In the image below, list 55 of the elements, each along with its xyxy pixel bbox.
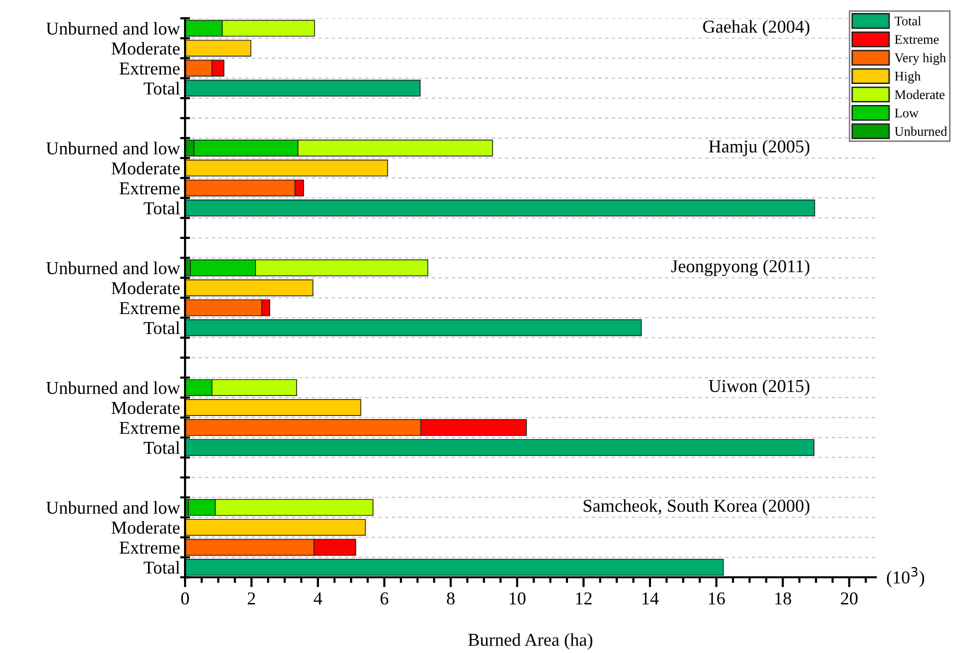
y-tick-label: Extreme xyxy=(120,182,180,194)
annotation: Samcheok, South Korea (2000) xyxy=(584,499,810,516)
bar xyxy=(185,200,816,216)
text: (10$^{3}$) xyxy=(886,567,924,588)
x-tick-label: 14 xyxy=(642,592,659,604)
x-tick-label: 20 xyxy=(840,592,858,605)
y-tick-label: Moderate xyxy=(112,282,180,294)
x-tick-label: 10 xyxy=(510,592,526,605)
bar xyxy=(185,319,642,336)
legend-label: Extreme xyxy=(894,35,939,44)
legend-label: High xyxy=(894,71,921,84)
y-tick-label: Moderate xyxy=(112,162,180,174)
annotation: Jeongpyong (2011) xyxy=(671,260,810,276)
bar xyxy=(185,160,388,176)
x-tick-label: 4 xyxy=(314,592,322,604)
legend-label: Low xyxy=(894,108,919,118)
legend-label: Total xyxy=(894,16,922,26)
annotation: Hamju (2005) xyxy=(708,140,810,156)
y-tick-label: Moderate xyxy=(112,521,180,534)
x-tick-label: 16 xyxy=(708,592,725,605)
y-tick-label: Total xyxy=(144,321,180,334)
legend-label: Unburned xyxy=(894,126,948,136)
y-tick-label: Unburned and low xyxy=(46,22,180,35)
legend-label: Very high xyxy=(894,52,946,65)
y-tick-label: Unburned and low xyxy=(46,501,180,514)
y-tick-label: Unburned and low xyxy=(46,381,180,394)
bar xyxy=(185,80,421,97)
x-tick-label: 12 xyxy=(576,592,592,604)
x-tick-label: 0 xyxy=(181,592,189,605)
annotation: Gaehak (2004) xyxy=(703,20,810,36)
x-tick-label: 6 xyxy=(380,592,388,605)
y-tick-label: Moderate xyxy=(112,42,180,55)
x-tick-label: 18 xyxy=(775,592,792,605)
bar xyxy=(185,279,314,296)
legend-label: Moderate xyxy=(894,90,945,100)
x-tick-label: 2 xyxy=(248,592,256,604)
y-tick-label: Moderate xyxy=(112,401,180,414)
y-tick-label: Extreme xyxy=(120,422,180,434)
y-tick-label: Extreme xyxy=(120,302,180,314)
bar xyxy=(185,40,252,57)
annotation: Uiwon (2015) xyxy=(708,379,810,396)
bar xyxy=(185,399,362,416)
y-tick-label: Unburned and low xyxy=(46,262,180,274)
y-tick-label: Total xyxy=(144,561,180,574)
x-axis-title: Burned Area (ha) xyxy=(468,633,592,650)
y-tick-label: Total xyxy=(144,441,180,454)
x-tick-label: 8 xyxy=(446,592,455,605)
bar xyxy=(185,439,814,456)
y-tick-label: Total xyxy=(144,82,180,95)
y-tick-label: Total xyxy=(144,202,180,214)
y-tick-label: Unburned and low xyxy=(46,142,180,154)
y-tick-label: Extreme xyxy=(120,542,180,554)
bar xyxy=(185,558,724,576)
bar xyxy=(185,518,366,536)
y-tick-label: Extreme xyxy=(120,62,180,75)
